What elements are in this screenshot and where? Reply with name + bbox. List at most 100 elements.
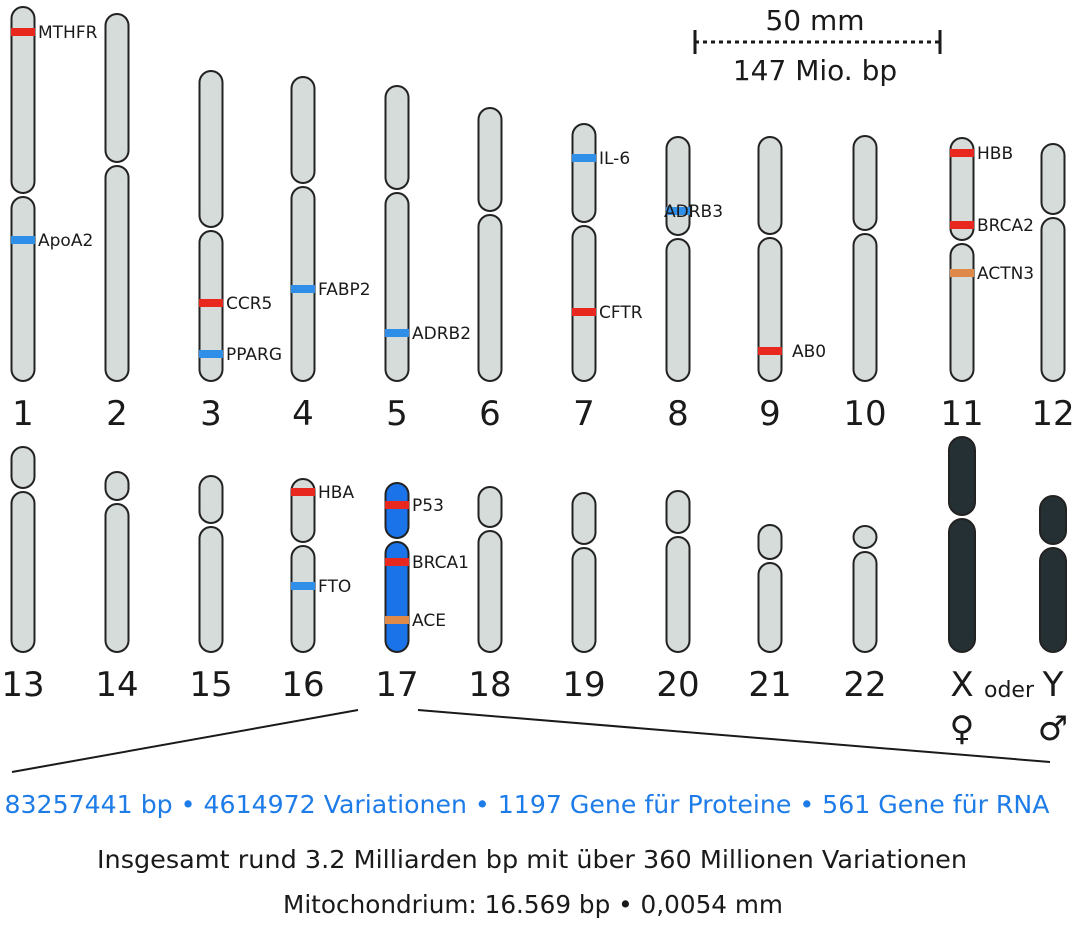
- gene-band-fabp2: [291, 285, 315, 293]
- gene-label-p53: P53: [412, 496, 444, 516]
- expansion-line-left: [11, 709, 359, 773]
- row1-numbers: 1 2 3 4 5 6 7 8 9 10 11 12: [12, 394, 1074, 434]
- gene-label-hba: HBA: [318, 483, 354, 503]
- chromosome-4-p-arm: [290, 76, 316, 184]
- chromosome-y-p-arm: [1039, 495, 1067, 545]
- chromosome-number: 4: [292, 394, 314, 434]
- chromosome-16-q-arm: [290, 545, 316, 653]
- chromosome-number: 12: [1031, 394, 1074, 434]
- gene-label-ace: ACE: [412, 611, 446, 631]
- gene-band-pparg: [199, 350, 223, 358]
- chromosome-number: 6: [479, 394, 501, 434]
- scale-length-label: 50 mm: [765, 4, 864, 37]
- gene-label-apoa2: ApoA2: [38, 231, 93, 251]
- gene-label-brca1: BRCA1: [412, 553, 469, 573]
- gene-band-ab0: [758, 347, 782, 355]
- gene-band-apoa2: [11, 236, 35, 244]
- mitochondrium-info: Mitochondrium: 16.569 bp • 0,0054 mm: [283, 890, 783, 919]
- gene-band-layer: MTHFR ApoA2 CCR5 PPARG FABP2 ADRB2 IL-6 CFTR ADR…: [11, 23, 1034, 631]
- chromosome-number: 9: [759, 394, 781, 434]
- chromosome-7-p-arm: [571, 123, 597, 223]
- chromosome-19-q-arm: [571, 547, 597, 653]
- chromosome-x-q-arm: [948, 518, 976, 653]
- chromosome-18-q-arm: [477, 530, 503, 653]
- chromosome-y-q-arm: [1039, 547, 1067, 653]
- expansion-line-right: [417, 709, 1051, 763]
- chromosome-number: 21: [748, 665, 791, 705]
- gene-label-fto: FTO: [318, 577, 351, 597]
- gene-band-il-6: [572, 154, 596, 162]
- gene-label-ccr5: CCR5: [226, 294, 272, 314]
- chromosome-12-q-arm: [1040, 217, 1066, 382]
- chromosome-number: 20: [656, 665, 699, 705]
- gene-label-ab0: AB0: [792, 342, 826, 362]
- gene-label-cftr: CFTR: [599, 303, 643, 323]
- chromosome-17-q-arm: [384, 541, 410, 653]
- chromosome-20-p-arm: [665, 490, 691, 534]
- chromosome-21-p-arm: [757, 524, 783, 560]
- chromosome-number: 3: [200, 394, 222, 434]
- chromosome-15-p-arm: [198, 475, 224, 524]
- chromosome-22-p-arm: [852, 525, 878, 549]
- chromosome-13-p-arm: [10, 446, 36, 489]
- gene-label-hbb: HBB: [977, 144, 1013, 164]
- chromosome-9-q-arm: [757, 237, 783, 382]
- chromosome-10-q-arm: [852, 233, 878, 382]
- chromosome-9-p-arm: [757, 136, 783, 235]
- chromosome-1-q-arm: [10, 196, 36, 382]
- chromosome-20-q-arm: [665, 536, 691, 653]
- chromosome-14-p-arm: [104, 471, 130, 501]
- chromosome-5-p-arm: [384, 85, 410, 190]
- chromosome-8-q-arm: [665, 238, 691, 382]
- chromosome-15-q-arm: [198, 526, 224, 653]
- chromosome-4-q-arm: [290, 186, 316, 382]
- chromosome-x-p-arm: [948, 436, 976, 516]
- gene-band-hba: [291, 488, 315, 496]
- gene-band-brca2: [950, 221, 974, 229]
- chromosome-6-q-arm: [477, 214, 503, 382]
- chromosome-11-q-arm: [949, 243, 975, 382]
- gene-band-hbb: [950, 149, 974, 157]
- chromosome-19-p-arm: [571, 492, 597, 545]
- chromosome-number: 16: [281, 665, 324, 705]
- chromosome-5-q-arm: [384, 192, 410, 382]
- gene-band-cftr: [572, 308, 596, 316]
- chromosome-number: 18: [468, 665, 511, 705]
- genome-total: Insgesamt rund 3.2 Milliarden bp mit übe…: [97, 845, 967, 874]
- chromosome-number: 14: [95, 665, 138, 705]
- chromosome-18-p-arm: [477, 486, 503, 528]
- chromosome-10-p-arm: [852, 135, 878, 231]
- female-symbol: ♀: [950, 709, 975, 749]
- gene-label-brca2: BRCA2: [977, 216, 1034, 236]
- gene-label-mthfr: MTHFR: [38, 23, 98, 43]
- scale-bp-label: 147 Mio. bp: [733, 54, 897, 87]
- gene-band-mthfr: [11, 28, 35, 36]
- chromosome-14-q-arm: [104, 503, 130, 653]
- gene-label-adrb2: ADRB2: [412, 324, 471, 344]
- chromosome-number: 5: [386, 394, 408, 434]
- oder-label: oder: [984, 678, 1035, 703]
- scale-bar: 50 mm 147 Mio. bp: [693, 4, 942, 87]
- chromosome-1-p-arm: [10, 6, 36, 194]
- chromosome-number: 15: [189, 665, 232, 705]
- chromosome-number: 22: [843, 665, 886, 705]
- chromosome-number: 11: [940, 394, 983, 434]
- chromosome-number: 8: [667, 394, 689, 434]
- chromosome-number: 2: [106, 394, 128, 434]
- chromosome-number: 1: [12, 394, 34, 434]
- gene-label-fabp2: FABP2: [318, 280, 371, 300]
- chromosome-number: 7: [573, 394, 595, 434]
- gene-label-adrb3: ADRB3: [664, 202, 723, 222]
- gene-band-actn3: [950, 269, 974, 277]
- chromosome-7-q-arm: [571, 225, 597, 382]
- chromosome-11-p-arm: [949, 137, 975, 241]
- chromosome-22-q-arm: [852, 551, 878, 653]
- chromosome-number: 13: [1, 665, 44, 705]
- gene-band-ccr5: [199, 299, 223, 307]
- chromosome-12-p-arm: [1040, 143, 1066, 215]
- gene-label-actn3: ACTN3: [977, 264, 1034, 284]
- gene-band-adrb2: [385, 329, 409, 337]
- chromosome-21-q-arm: [757, 562, 783, 653]
- chromosome-2-q-arm: [104, 165, 130, 382]
- chromosome-number: 10: [843, 394, 886, 434]
